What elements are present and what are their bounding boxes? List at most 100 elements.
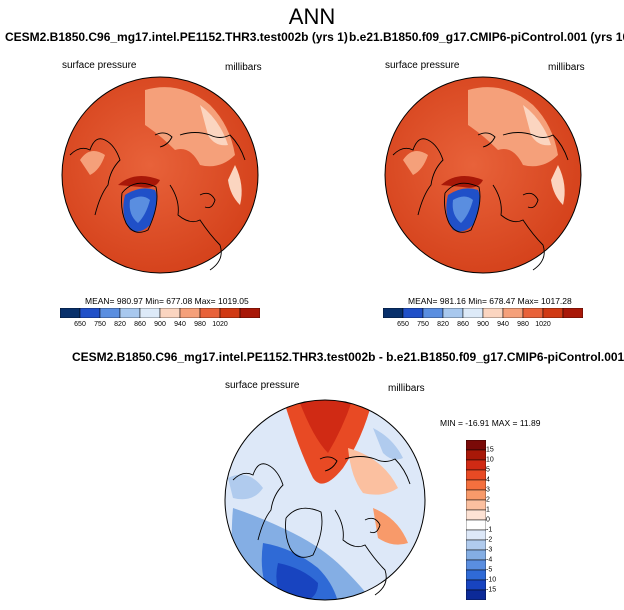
panel-1-map <box>61 76 259 274</box>
panel-3-coastlines <box>232 456 411 596</box>
panel-3-title: CESM2.B1850.C96_mg17.intel.PE1152.THR3.t… <box>72 350 624 364</box>
panel-3-colorbar-swatches <box>466 440 486 600</box>
panel-2-unit-label: millibars <box>548 62 585 73</box>
colorbar-tick-label: 650 <box>397 321 409 328</box>
panel-2-coastlines <box>392 132 569 271</box>
colorbar-tick-label: 940 <box>497 321 509 328</box>
colorbar-swatch <box>466 549 486 561</box>
panel-2-colorbar-swatches <box>383 308 583 318</box>
colorbar-swatch <box>383 308 404 318</box>
panel-2-variable-label: surface pressure <box>385 60 460 71</box>
colorbar-tick-label: 15 <box>486 446 494 454</box>
colorbar-swatch <box>422 308 444 318</box>
colorbar-swatch <box>239 308 260 318</box>
colorbar-swatch <box>219 308 241 318</box>
colorbar-tick-label: 650 <box>74 321 86 328</box>
colorbar-tick-label: -5 <box>486 566 493 574</box>
panel-3-variable-label: surface pressure <box>225 380 300 391</box>
colorbar-tick-label: 1 <box>486 506 490 514</box>
colorbar-tick-label: 980 <box>194 321 206 328</box>
colorbar-swatch <box>99 308 121 318</box>
colorbar-swatch <box>199 308 221 318</box>
panel-2-stats: MEAN= 981.16 Min= 678.47 Max= 1017.28 <box>408 296 572 306</box>
colorbar-tick-label: 1020 <box>535 321 551 328</box>
colorbar-tick-label: 860 <box>134 321 146 328</box>
colorbar-tick-label: -4 <box>486 556 493 564</box>
colorbar-tick-label: 860 <box>457 321 469 328</box>
colorbar-swatch <box>79 308 101 318</box>
colorbar-swatch <box>139 308 161 318</box>
colorbar-swatch <box>466 539 486 551</box>
colorbar-tick-label: 5 <box>486 466 490 474</box>
colorbar-swatch <box>482 308 504 318</box>
panel-1-asia-high <box>200 105 228 146</box>
colorbar-swatch <box>60 308 81 318</box>
colorbar-swatch <box>562 308 583 318</box>
panel-1-tibet <box>228 165 242 205</box>
colorbar-swatch <box>466 469 486 481</box>
panel-2-title: b.e21.B1850.f09_g17.CMIP6-piControl.001 … <box>349 30 624 44</box>
colorbar-tick-label: 3 <box>486 486 490 494</box>
colorbar-swatch <box>502 308 524 318</box>
panel-1-title: CESM2.B1850.C96_mg17.intel.PE1152.THR3.t… <box>5 30 348 44</box>
colorbar-tick-label: 820 <box>437 321 449 328</box>
panel-2-map <box>384 76 582 274</box>
colorbar-tick-label: 0 <box>486 516 490 524</box>
colorbar-swatch <box>466 440 486 451</box>
panel-2-tibet <box>551 165 565 205</box>
colorbar-tick-label: -10 <box>486 576 497 584</box>
panel-2-asia-high <box>523 105 551 146</box>
panel-1-colorbar-swatches <box>60 308 260 318</box>
colorbar-tick-label: 1020 <box>212 321 228 328</box>
colorbar-swatch <box>542 308 564 318</box>
panel-1-variable-label: surface pressure <box>62 60 137 71</box>
colorbar-swatch <box>466 529 486 541</box>
colorbar-swatch <box>442 308 464 318</box>
colorbar-tick-label: 940 <box>174 321 186 328</box>
colorbar-tick-label: 750 <box>94 321 106 328</box>
colorbar-tick-label: 980 <box>517 321 529 328</box>
panel-2-pacific-high <box>468 87 558 167</box>
panel-1-pacific-high <box>145 87 235 167</box>
colorbar-swatch <box>119 308 141 318</box>
colorbar-swatch <box>466 479 486 491</box>
colorbar-tick-label: 750 <box>417 321 429 328</box>
panel-1-colorbar: 650 750 820 860 900 940 980 1020 <box>60 308 260 332</box>
colorbar-swatch <box>402 308 424 318</box>
colorbar-tick-label: -3 <box>486 546 493 554</box>
colorbar-tick-label: -2 <box>486 536 493 544</box>
colorbar-swatch <box>466 499 486 511</box>
main-title: ANN <box>288 4 336 29</box>
panel-2-rockies <box>403 151 428 175</box>
colorbar-tick-label: 2 <box>486 496 490 504</box>
colorbar-tick-label: -1 <box>486 526 493 534</box>
colorbar-swatch <box>466 449 486 461</box>
colorbar-tick-label: 4 <box>486 476 490 484</box>
panel-3-stats: MIN = -16.91 MAX = 11.89 <box>440 418 541 428</box>
colorbar-tick-label: 900 <box>477 321 489 328</box>
colorbar-swatch <box>466 559 486 571</box>
colorbar-swatch <box>466 489 486 501</box>
panel-3-map <box>224 399 426 601</box>
panel-1-unit-label: millibars <box>225 62 262 73</box>
colorbar-tick-label: 820 <box>114 321 126 328</box>
panel-1-rockies <box>80 151 105 175</box>
colorbar-tick-label: 900 <box>154 321 166 328</box>
colorbar-swatch <box>466 569 486 581</box>
colorbar-swatch <box>466 509 486 521</box>
colorbar-swatch <box>522 308 544 318</box>
panel-2-colorbar: 650 750 820 860 900 940 980 1020 <box>383 308 583 332</box>
panel-3-unit-label: millibars <box>388 383 425 394</box>
colorbar-swatch <box>466 459 486 471</box>
colorbar-tick-label: -15 <box>486 586 497 594</box>
colorbar-swatch <box>159 308 181 318</box>
colorbar-swatch <box>466 519 486 531</box>
colorbar-tick-label: 10 <box>486 456 494 464</box>
panel-1-coastlines <box>69 132 246 271</box>
panel-1-stats: MEAN= 980.97 Min= 677.08 Max= 1019.05 <box>85 296 249 306</box>
colorbar-swatch <box>462 308 484 318</box>
panel-2-map-border <box>384 76 582 274</box>
panel-3-colorbar: 15 10 5 4 3 2 1 0 -1 -2 -3 -4 -5 -10 -15 <box>466 440 526 600</box>
colorbar-swatch <box>466 579 486 591</box>
colorbar-swatch <box>179 308 201 318</box>
